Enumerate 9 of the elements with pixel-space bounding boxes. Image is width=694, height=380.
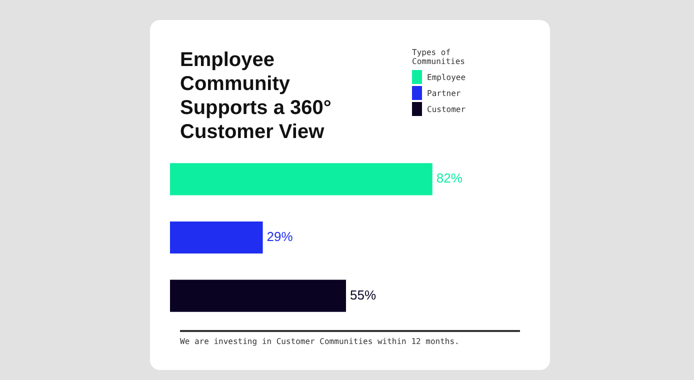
data-label: 29% (266, 229, 294, 244)
legend-label: Customer (427, 104, 466, 114)
data-label: 82% (436, 170, 463, 186)
chart-title: Employee Community Supports a 360° Customer View (180, 48, 332, 144)
legend-label: Partner (427, 88, 461, 98)
text: We are investing in Customer Communities within 12 months. (180, 330, 520, 346)
legend-title: Types of Communities (412, 48, 466, 66)
data-label: 55% (350, 287, 376, 302)
legend-label: Employee (427, 72, 466, 82)
